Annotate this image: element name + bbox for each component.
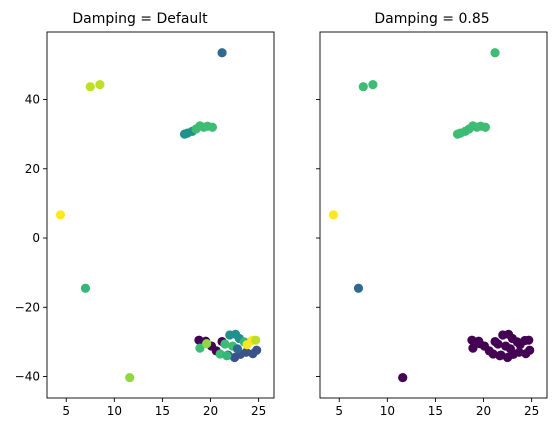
- y-tick-label-left: −40: [15, 370, 40, 384]
- x-tick-label-left: 5: [62, 404, 70, 418]
- x-tick-label-right: 15: [428, 404, 443, 418]
- scatter-point-right-10: [480, 122, 491, 132]
- x-tick-label-left: 10: [107, 404, 122, 418]
- scatter-point-right-14: [467, 335, 477, 345]
- scatter-point-left-32: [222, 351, 232, 361]
- scatter-point-right-32: [495, 351, 505, 361]
- x-tick-label-left: 15: [155, 404, 170, 418]
- scatter-point-right-37: [475, 339, 485, 349]
- x-tick-label-right: 25: [524, 404, 539, 418]
- axes-frame-left: [46, 31, 275, 399]
- scatter-point-right-1: [368, 80, 378, 90]
- x-tick-label-right: 5: [335, 404, 343, 418]
- scatter-point-left-30: [195, 343, 205, 353]
- scatter-point-right-38: [505, 344, 516, 354]
- scatter-point-right-11: [328, 210, 339, 220]
- scatter-point-left-37: [202, 339, 212, 349]
- x-tick-label-left: 25: [251, 404, 266, 418]
- scatter-point-right-30: [468, 343, 478, 353]
- plot-area-left: 5 10 15 20 25 −40 −20 0 20 40: [15, 31, 275, 418]
- scatter-point-left-0: [217, 48, 227, 58]
- scatter-point-right-36: [524, 335, 534, 345]
- subplot-right-title: Damping = 0.85: [374, 11, 489, 27]
- scatter-point-right-13: [398, 372, 408, 383]
- scatter-point-right-24: [525, 345, 535, 355]
- scatter-point-left-38: [232, 344, 243, 354]
- scatter-point-right-12: [353, 283, 364, 293]
- x-tick-label-right: 20: [476, 404, 491, 418]
- scatter-point-right-0: [490, 48, 500, 58]
- subplot-left: Damping = Default 5 10 15 20 25 −40 −20 0 20 40: [15, 11, 275, 418]
- scatter-point-left-11: [55, 210, 66, 220]
- axes-frame-right: [319, 31, 548, 399]
- scatter-point-right-2: [358, 82, 368, 92]
- scatter-point-left-10: [207, 122, 218, 132]
- scatter-point-left-28: [220, 339, 230, 349]
- scatter-point-right-28: [493, 339, 503, 349]
- y-tick-label-left: 40: [25, 93, 40, 107]
- subplot-right: Damping = 0.85 5 10 15 20 25: [316, 11, 548, 418]
- scatter-point-left-24: [252, 345, 262, 355]
- plot-area-right: 5 10 15 20 25: [316, 31, 548, 418]
- y-tick-label-left: 20: [25, 162, 40, 176]
- scatter-point-left-14: [194, 335, 204, 345]
- subplot-left-title: Damping = Default: [72, 11, 208, 27]
- scatter-point-left-2: [85, 82, 95, 92]
- y-tick-label-left: −20: [15, 300, 40, 314]
- scatter-point-left-12: [80, 283, 91, 293]
- y-tick-label-left: 0: [32, 231, 40, 245]
- x-tick-label-left: 20: [203, 404, 218, 418]
- scatter-point-left-36: [251, 335, 261, 345]
- scatter-point-left-1: [95, 80, 105, 90]
- x-tick-label-right: 10: [380, 404, 395, 418]
- scatter-point-left-13: [125, 372, 135, 383]
